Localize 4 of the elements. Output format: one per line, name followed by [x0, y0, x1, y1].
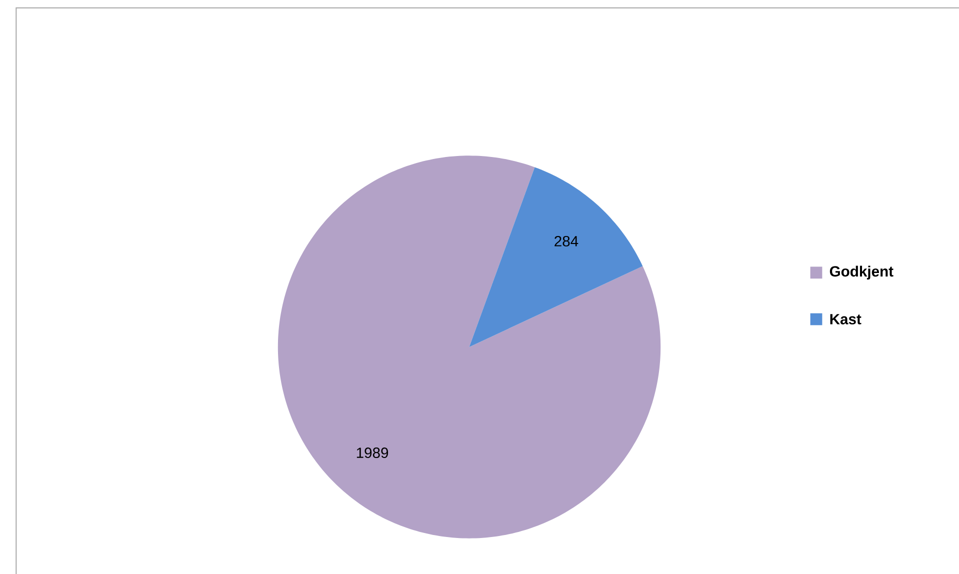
legend-label: Kast — [830, 314, 862, 324]
data-label: 1989 — [356, 448, 388, 458]
legend-label: Godkjent — [830, 266, 894, 280]
data-label: 284 — [554, 236, 578, 246]
